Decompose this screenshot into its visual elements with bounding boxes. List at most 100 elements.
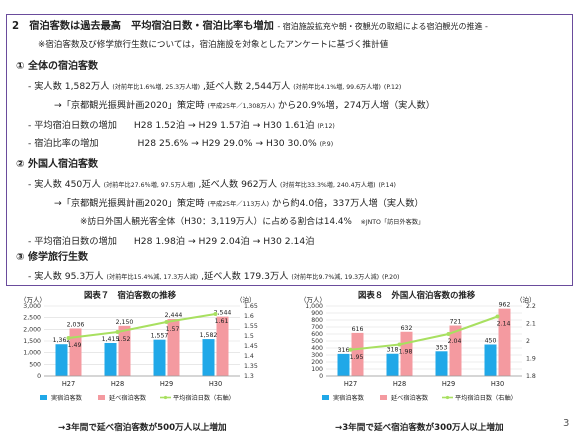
bar-real [337,353,350,376]
plan-from: から [277,100,297,111]
figure8-footnote: →3年間で延べ宿泊客数が300万人以上増加 [335,423,504,433]
page-ref: (P.9) [319,141,334,148]
page-ref: (P.12) [317,123,335,130]
page-ref: (P.14) [378,182,396,189]
y-tick-label: 0 [37,373,41,380]
bar-real [55,344,68,376]
avg-stay-point [348,347,353,352]
overall-line4: - 宿泊比率の増加 H28 25.6% → H29 29.0% → H30 30… [28,139,333,148]
bar-total-label: 962 [499,302,511,309]
avg-stay-label: 1.95 [350,354,364,361]
figure8-unit-right: （泊） [516,296,536,304]
y-tick-label: 1,000 [23,350,41,357]
legend-swatch [380,395,387,400]
y2-tick-label: 1.3 [244,373,254,380]
x-tick-label: H27 [62,380,75,388]
section-title-note: - 宿泊施設拡充や朝・夜観光の取組による宿泊観光の推進 - [277,22,488,31]
avg-stay-label: 1.98 [399,349,413,356]
overall-real: - 実人数 1,582万人 [28,81,110,92]
foreign-total-note: (対前年比33.3%増, 240.4万人増) [279,182,376,189]
foreign-increase: 約4.0倍，337万人増 [290,198,378,209]
summary-box [6,14,573,286]
avg-stay-point [66,336,71,340]
legend-swatch [40,395,47,400]
bar-real-label: 1,362 [53,337,71,344]
bar-real [202,339,215,376]
figure8-unit-left: （万人） [300,296,326,304]
bar-real-label: 316 [338,347,350,354]
y2-tick-label: 2.1 [526,321,536,328]
y-tick-label: 200 [311,359,323,366]
avg-stay-point [115,330,120,334]
y-tick-label: 0 [319,373,323,380]
y2-tick-label: 1.65 [244,303,258,310]
y-tick-label: 100 [311,366,323,373]
bar-real [153,339,166,376]
y2-tick-label: 2.2 [526,303,536,310]
legend-label: 延べ宿泊客数 [391,394,429,402]
figure7-unit-left: （万人） [20,296,46,304]
school-line1: - 実人数 95.3万人 (対前年比15.4%減, 17.3万人減) ,延べ人数… [28,272,399,281]
stay-ratio-label: - 宿泊比率の増加 [28,138,99,149]
x-tick-label: H28 [111,380,124,388]
legend-label: 実宿泊客数 [333,394,365,402]
foreign-real-note: (対前年比27.6％増, 97.5万人増) [103,182,196,189]
page-ref: (P.20) [382,274,400,281]
bar-real-label: 450 [485,338,497,345]
y2-tick-label: 1.55 [244,323,258,330]
jnto-note: ※JNTO「訪日外客数」 [360,219,425,226]
y2-tick-label: 1.45 [244,343,258,350]
bar-real-label: 318 [387,347,399,354]
avg-stay-values: H28 1.52泊 → H29 1.57泊 → H30 1.61泊 [133,120,315,131]
bar-real [435,351,448,376]
bar-total [216,316,229,376]
bar-total [167,318,180,376]
legend-swatch [445,395,450,400]
bar-real-label: 1,582 [200,332,218,339]
y2-tick-label: 1.35 [244,363,258,370]
y-tick-label: 800 [311,317,323,324]
y-tick-label: 600 [311,331,323,338]
overall-total-note: (対前年比4.1%増, 99.6万人増) [293,84,381,91]
legend-label: 実宿泊客数 [51,394,83,402]
plan-suffix: （実人数） [388,100,435,111]
legend-swatch [163,395,168,400]
overall-line2: →「京都観光振興計画2020」策定時 (平成25年／1,308万人) から20.… [54,101,435,110]
section-title: 2 宿泊客数は過去最高 平均宿泊日数・宿泊比率も増加 - 宿泊施設拡充や朝・夜観… [12,21,488,32]
avg-stay-label: 2.04 [448,338,462,345]
foreign-total: ,延べ人数 962万人 [198,179,278,190]
overall-line1: - 実人数 1,582万人 (対前年比1.6%増, 25.3万人増) ,延べ人数… [28,82,401,91]
y-tick-label: 400 [311,345,323,352]
avg-stay-point [495,314,500,319]
y2-tick-label: 1.9 [526,356,536,363]
y2-tick-label: 1.4 [244,353,254,360]
foreign-share: ※訪日外国人観光客全体（H30：3,119万人）に占める割合は14.4% [80,217,352,227]
y-tick-label: 300 [311,352,323,359]
avg-stay-point [213,312,218,316]
plan-reference: →「京都観光振興計画2020」策定時 [54,100,205,111]
avg-stay-label: - 平均宿泊日数の増加 [28,236,117,247]
bar-total [351,332,364,376]
figure7-footnote: →3年間で延べ宿泊客数が500万人以上増加 [58,423,227,433]
bar-total [69,328,82,376]
section-title-text: 2 宿泊客数は過去最高 平均宿泊日数・宿泊比率も増加 [12,21,274,32]
overall-line3: - 平均宿泊日数の増加 H28 1.52泊 → H29 1.57泊 → H30 … [28,121,335,130]
school-real-note: (対前年比15.4%減, 17.3万人減) [106,274,199,281]
y-tick-label: 900 [311,310,323,317]
legend-label: 延べ宿泊客数 [109,394,147,402]
figure7-chart: 0 500 1,000 1,500 2,000 2,500 3,000 1.3 1.35 1.4 1… [23,303,258,402]
overall-increase: 20.9%増，274万人増 [296,100,389,111]
x-tick-label: H30 [491,380,504,388]
legend-label: 平均宿泊日数（右軸） [173,394,235,402]
school-real: - 実人数 95.3万人 [28,271,104,282]
figure7-unit-right: （泊） [236,296,256,304]
foreign-real: - 実人数 450万人 [28,179,101,190]
bar-real [484,344,497,376]
bar-total-label: 2,544 [214,310,232,317]
avg-stay-label: 2.14 [497,321,511,328]
bar-real-label: 353 [436,344,448,351]
figure8-title: 図表８ 外国人宿泊客数の推移 [358,290,476,300]
x-tick-label: H28 [393,380,406,388]
avg-stay-point [164,320,169,324]
